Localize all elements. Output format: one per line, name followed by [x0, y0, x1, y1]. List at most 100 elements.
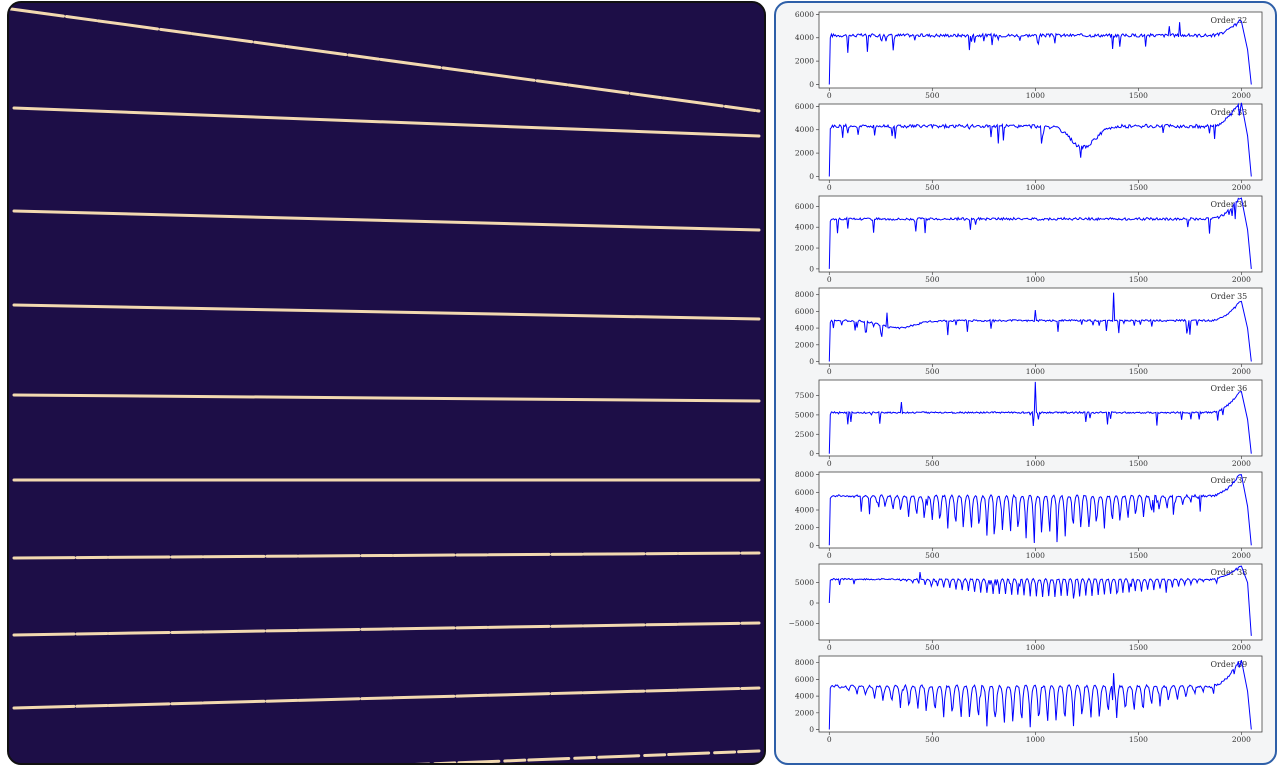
order-plot: 0 2000 4000 6000 0 500 1000 1500 2000 Order 34 — [795, 195, 1263, 284]
spectrum-line — [828, 660, 1252, 730]
y-tick-label: 0 — [809, 357, 814, 366]
plot-frame — [818, 195, 1263, 273]
y-tick-label: 4000 — [795, 33, 814, 42]
y-tick-label: 2500 — [795, 430, 814, 439]
x-tick-label: 2000 — [1232, 735, 1251, 744]
x-tick-label: 2000 — [1232, 183, 1251, 192]
y-tick-label: 6000 — [795, 675, 814, 684]
x-tick-label: 0 — [827, 183, 832, 192]
spectrum-image-canvas — [9, 3, 764, 763]
spectrum-line — [828, 197, 1252, 269]
spectral-trace — [9, 7, 761, 113]
y-tick-label: 4000 — [795, 506, 814, 515]
x-tick-label: 1500 — [1129, 551, 1148, 560]
x-tick-label: 0 — [827, 275, 832, 284]
x-tick-label: 500 — [925, 91, 940, 100]
y-tick-label: 0 — [809, 725, 814, 734]
spectrum-line — [828, 19, 1252, 85]
y-tick-label: 2000 — [795, 244, 814, 253]
y-tick-label: 4000 — [795, 125, 814, 134]
x-tick-label: 2000 — [1232, 367, 1251, 376]
x-tick-label: 1500 — [1129, 91, 1148, 100]
order-label: Order 39 — [1210, 660, 1247, 669]
spectral-trace — [12, 209, 761, 232]
order-plot: 0 2500 5000 7500 0 500 1000 1500 2000 Order 36 — [795, 379, 1263, 468]
x-tick-label: 2000 — [1232, 551, 1251, 560]
plot-frame — [818, 563, 1263, 641]
spectral-trace — [12, 393, 761, 403]
order-label: Order 32 — [1210, 16, 1247, 25]
x-tick-label: 0 — [827, 735, 832, 744]
x-tick-label: 500 — [925, 367, 940, 376]
order-plot: −5000 0 5000 0 500 1000 1500 2000 Order 38 — [789, 563, 1263, 652]
x-tick-label: 500 — [925, 643, 940, 652]
x-tick-label: 500 — [925, 459, 940, 468]
x-tick-label: 1500 — [1129, 643, 1148, 652]
y-tick-label: 2000 — [795, 523, 814, 532]
x-tick-label: 0 — [827, 91, 832, 100]
spectral-trace — [414, 749, 761, 763]
x-tick-label: 500 — [925, 275, 940, 284]
y-tick-label: 0 — [809, 264, 814, 273]
y-tick-label: 5000 — [795, 410, 814, 419]
x-tick-label: 1500 — [1129, 275, 1148, 284]
y-tick-label: 0 — [809, 80, 814, 89]
x-tick-label: 2000 — [1232, 91, 1251, 100]
spectral-trace — [12, 551, 761, 560]
plot-frame — [818, 103, 1263, 181]
x-tick-label: 1000 — [1026, 459, 1045, 468]
spectral-trace — [12, 303, 761, 321]
x-tick-label: 1500 — [1129, 735, 1148, 744]
y-tick-label: −5000 — [789, 619, 815, 628]
order-plot: 0 2000 4000 6000 8000 0 500 1000 1500 2000 Order 3… — [795, 470, 1263, 560]
order-label: Order 36 — [1210, 384, 1247, 393]
order-plot: 0 2000 4000 6000 8000 0 500 1000 1500 2000 Order 3… — [795, 287, 1263, 376]
extracted-orders-figure: 0 2000 4000 6000 0 500 1000 1500 2000 Order 32 0 20… — [774, 1, 1277, 765]
spectrum-line — [828, 565, 1252, 636]
spectrum-line — [828, 474, 1252, 546]
plot-frame — [818, 11, 1263, 89]
x-tick-label: 0 — [827, 459, 832, 468]
x-tick-label: 0 — [827, 551, 832, 560]
x-tick-label: 1500 — [1129, 183, 1148, 192]
x-tick-label: 1000 — [1026, 735, 1045, 744]
x-tick-label: 500 — [925, 735, 940, 744]
order-label: Order 38 — [1210, 568, 1247, 577]
detector-background — [9, 3, 764, 763]
plot-frame — [818, 379, 1263, 457]
spectrum-line — [828, 381, 1252, 454]
spectral-trace — [12, 686, 761, 710]
x-tick-label: 1000 — [1026, 183, 1045, 192]
y-tick-label: 2000 — [795, 149, 814, 158]
spectrum-line — [828, 292, 1252, 362]
x-tick-label: 1500 — [1129, 459, 1148, 468]
y-tick-label: 4000 — [795, 223, 814, 232]
x-tick-label: 2000 — [1232, 275, 1251, 284]
y-tick-label: 4000 — [795, 692, 814, 701]
x-tick-label: 1000 — [1026, 367, 1045, 376]
y-tick-label: 2000 — [795, 708, 814, 717]
y-tick-label: 0 — [809, 599, 814, 608]
x-tick-label: 1500 — [1129, 367, 1148, 376]
order-label: Order 34 — [1210, 200, 1247, 209]
order-plot: 0 2000 4000 6000 0 500 1000 1500 2000 Order 33 — [795, 102, 1263, 192]
y-tick-label: 6000 — [795, 10, 814, 19]
y-tick-label: 8000 — [795, 470, 814, 479]
x-tick-label: 0 — [827, 643, 832, 652]
x-tick-label: 500 — [925, 551, 940, 560]
x-tick-label: 1000 — [1026, 551, 1045, 560]
y-tick-label: 8000 — [795, 290, 814, 299]
x-tick-label: 0 — [827, 367, 832, 376]
y-tick-label: 2000 — [795, 340, 814, 349]
y-tick-label: 6000 — [795, 102, 814, 111]
x-tick-label: 2000 — [1232, 643, 1251, 652]
y-tick-label: 0 — [809, 172, 814, 181]
y-tick-label: 7500 — [795, 391, 814, 400]
y-tick-label: 6000 — [795, 307, 814, 316]
y-tick-label: 5000 — [795, 578, 814, 587]
x-tick-label: 1000 — [1026, 643, 1045, 652]
x-tick-label: 500 — [925, 183, 940, 192]
order-plots-canvas: 0 2000 4000 6000 0 500 1000 1500 2000 Order 32 0 20… — [789, 10, 1263, 744]
order-label: Order 33 — [1210, 108, 1247, 117]
y-tick-label: 0 — [809, 449, 814, 458]
